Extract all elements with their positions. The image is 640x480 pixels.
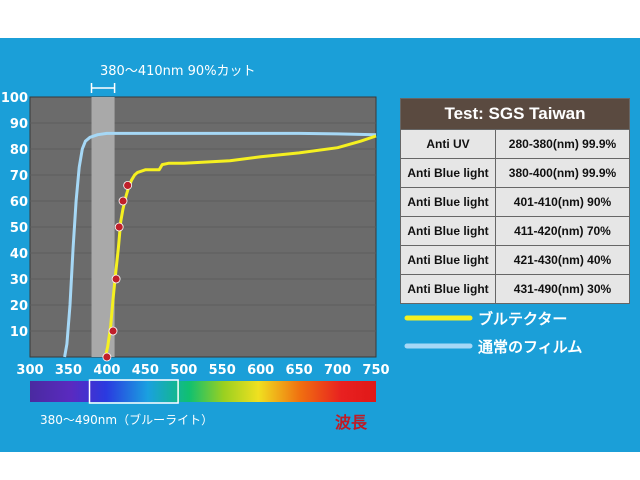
spectrum-highlight bbox=[88, 379, 179, 404]
table-header: Test: SGS Taiwan bbox=[400, 98, 630, 130]
series-lines bbox=[63, 131, 377, 358]
y-tick-label: 40 bbox=[10, 247, 28, 262]
x-tick-label: 500 bbox=[170, 363, 197, 378]
data-point bbox=[114, 222, 124, 232]
x-tick-label: 300 bbox=[16, 363, 43, 378]
spectrum-label: 380～490nm（ブルーライト） bbox=[40, 412, 213, 427]
table-row: Anti Blue light 380-400(nm) 99.9% bbox=[400, 158, 630, 188]
row-value: 431-490(nm) 30% bbox=[495, 274, 630, 304]
y-tick-label: 10 bbox=[10, 325, 28, 340]
row-label: Anti Blue light bbox=[400, 274, 496, 304]
y-tick-label: 80 bbox=[10, 143, 28, 158]
series-markers bbox=[102, 180, 133, 362]
x-tick-label: 450 bbox=[132, 363, 159, 378]
x-tick-label: 400 bbox=[93, 363, 120, 378]
x-tick-labels: 300 350 400 450 500 550 600 650 700 750 bbox=[16, 363, 389, 378]
y-tick-label: 60 bbox=[10, 195, 28, 210]
data-point bbox=[102, 352, 112, 362]
x-tick-label: 700 bbox=[324, 363, 351, 378]
row-value: 421-430(nm) 40% bbox=[495, 245, 630, 275]
y-tick-label: 70 bbox=[10, 169, 28, 184]
table-row: Anti Blue light 411-420(nm) 70% bbox=[400, 216, 630, 246]
bottom-margin bbox=[0, 452, 640, 480]
cut-band-label: 380～410nm 90%カット bbox=[100, 64, 256, 79]
spectrum-bar bbox=[30, 381, 376, 402]
row-value: 280-380(nm) 99.9% bbox=[495, 129, 630, 159]
y-tick-label: 100 bbox=[1, 91, 28, 106]
y-tick-label: 50 bbox=[10, 221, 28, 236]
y-tick-label: 90 bbox=[10, 117, 28, 132]
row-value: 401-410(nm) 90% bbox=[495, 187, 630, 217]
legend-label: 通常のフィルム bbox=[478, 338, 582, 356]
cut-band-bracket bbox=[90, 83, 116, 93]
table-row: Anti Blue light 421-430(nm) 40% bbox=[400, 245, 630, 275]
gridlines bbox=[30, 122, 376, 332]
table-row: Anti UV 280-380(nm) 99.9% bbox=[400, 129, 630, 159]
data-point bbox=[123, 180, 133, 190]
data-point bbox=[111, 274, 121, 284]
row-value: 411-420(nm) 70% bbox=[495, 216, 630, 246]
x-axis-label: 波長 bbox=[335, 413, 368, 432]
table-row: Anti Blue light 401-410(nm) 90% bbox=[400, 187, 630, 217]
x-tick-label: 600 bbox=[247, 363, 274, 378]
row-label: Anti Blue light bbox=[400, 245, 496, 275]
y-tick-label: 20 bbox=[10, 299, 28, 314]
y-tick-label: 30 bbox=[10, 273, 28, 288]
row-label: Anti Blue light bbox=[400, 187, 496, 217]
row-label: Anti UV bbox=[400, 129, 496, 159]
top-margin bbox=[0, 0, 640, 38]
data-point bbox=[118, 196, 128, 206]
test-results-table: Test: SGS Taiwan Anti UV 280-380(nm) 99.9… bbox=[400, 98, 630, 304]
cut-band bbox=[91, 97, 115, 357]
legend-label: ブルテクター bbox=[478, 310, 567, 328]
row-label: Anti Blue light bbox=[400, 216, 496, 246]
row-label: Anti Blue light bbox=[400, 158, 496, 188]
data-point bbox=[108, 326, 118, 336]
x-tick-label: 550 bbox=[209, 363, 236, 378]
x-tick-label: 350 bbox=[55, 363, 82, 378]
series-line bbox=[103, 134, 377, 358]
y-tick-labels: 10 20 30 40 50 60 70 80 90 100 bbox=[1, 91, 28, 340]
row-value: 380-400(nm) 99.9% bbox=[495, 158, 630, 188]
table-row: Anti Blue light 431-490(nm) 30% bbox=[400, 274, 630, 304]
series-line bbox=[63, 131, 377, 358]
x-tick-label: 750 bbox=[362, 363, 389, 378]
x-tick-label: 650 bbox=[286, 363, 313, 378]
